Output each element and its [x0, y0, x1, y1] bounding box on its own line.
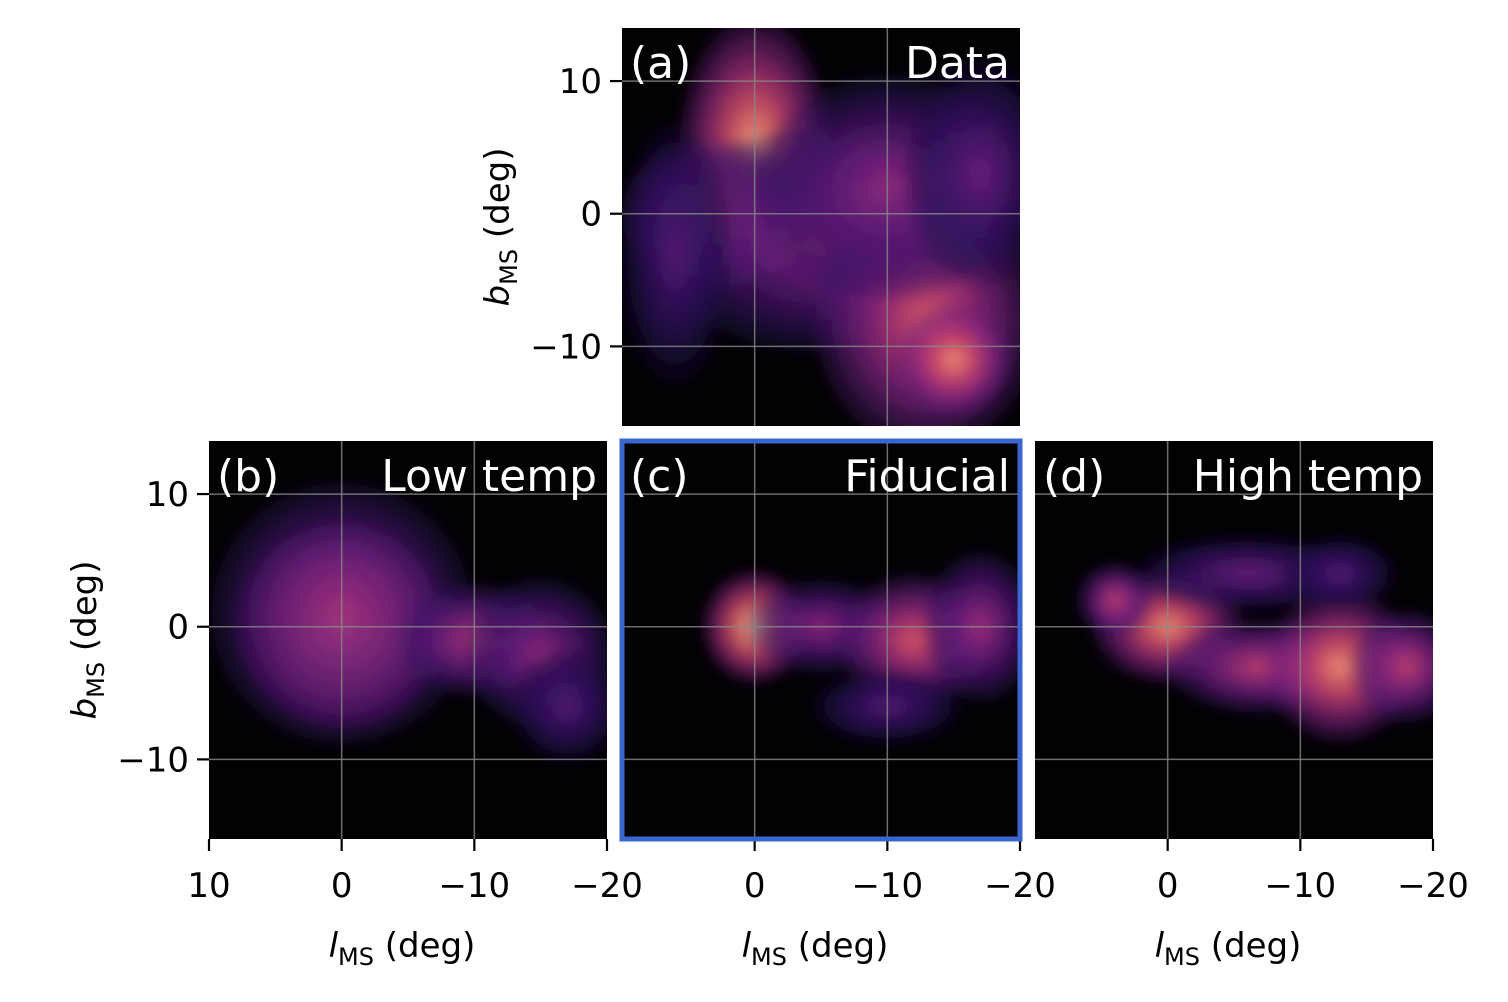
y-tick-label: 0	[580, 195, 602, 235]
gridlines	[622, 441, 1020, 839]
gridlines	[209, 441, 607, 839]
density-blob	[969, 158, 991, 190]
x-tick-label: 0	[1157, 866, 1179, 906]
y-tick-label: 10	[146, 475, 189, 515]
panel-title: Low temp	[381, 451, 597, 502]
panel-title: Fiducial	[844, 451, 1010, 502]
highlight-border	[619, 438, 1023, 842]
panel-b: 10 0 −10 10 0 −10 −20 (b) Low temp lMS (deg) bMS (…	[65, 441, 643, 971]
x-axis-label: lMS (deg)	[1155, 926, 1302, 971]
panel-a: 10 0 −10 (a) Data bMS (deg)	[478, 28, 1020, 426]
panel-d: 0 −10 −20 (d) High temp lMS (deg)	[1035, 441, 1469, 971]
x-tick-label: −10	[851, 866, 923, 906]
density-blob	[903, 630, 925, 650]
density-blob	[667, 234, 684, 273]
x-tick-label: −20	[571, 866, 643, 906]
x-tick-label: 0	[331, 866, 353, 906]
y-axis-label: bMS (deg)	[65, 561, 110, 720]
x-axis-label: lMS (deg)	[742, 926, 889, 971]
x-tick-label: −20	[984, 866, 1056, 906]
density-blob	[1329, 655, 1351, 678]
gridlines	[622, 28, 1020, 426]
density-blob	[1231, 568, 1264, 579]
density-blob	[559, 698, 576, 715]
x-tick-label: −20	[1397, 866, 1469, 906]
x-tick-label: 0	[744, 866, 766, 906]
x-tick-label: −10	[1264, 866, 1336, 906]
panel-letter: (a)	[630, 38, 691, 89]
density-blob	[1398, 658, 1415, 675]
y-axis-label: bMS (deg)	[478, 148, 523, 307]
panel-title: Data	[905, 38, 1010, 89]
density-map	[622, 28, 1020, 426]
x-tick-label: −10	[438, 866, 510, 906]
y-tick-label: 0	[167, 608, 189, 648]
panel-c: 0 −10 −20 (c) Fiducial lMS (deg)	[619, 438, 1056, 971]
panel-title: High temp	[1193, 451, 1423, 502]
density-blob	[1332, 568, 1349, 579]
x-tick-label: 10	[187, 866, 230, 906]
y-tick-label: −10	[530, 327, 602, 367]
y-tick-label: 10	[559, 62, 602, 102]
density-map	[211, 483, 607, 763]
density-blob	[945, 351, 962, 368]
x-axis-label: lMS (deg)	[329, 926, 476, 971]
panel-letter: (d)	[1043, 451, 1105, 502]
panel-letter: (c)	[630, 451, 689, 502]
density-blob	[1109, 594, 1120, 606]
panel-letter: (b)	[217, 451, 279, 502]
y-tick-label: −10	[117, 740, 189, 780]
gridlines	[1035, 441, 1433, 839]
